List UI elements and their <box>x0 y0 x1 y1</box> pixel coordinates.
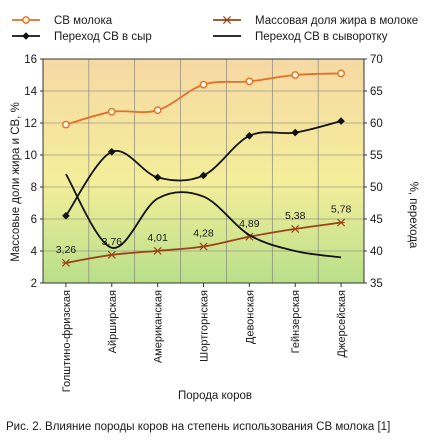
data-point-diamond <box>153 173 162 182</box>
y-right-tick-label: 45 <box>370 214 383 226</box>
legend-label: Массовая доля жира в молоке <box>255 15 418 27</box>
y-left-tick-label: 6 <box>31 214 37 226</box>
y-axis-left-label: Массовые доли жира и СВ, % <box>10 102 22 262</box>
data-point-circle <box>337 69 345 78</box>
data-label: 3,26 <box>56 244 77 256</box>
series-3 <box>65 173 342 259</box>
series-layer: 3,263,76 4,01 4,284,895,385,78 <box>56 69 352 267</box>
series-2 <box>62 117 345 220</box>
y-right-tick-label: 50 <box>370 182 383 194</box>
y-right-tick-label: 35 <box>370 278 383 290</box>
data-point-diamond <box>22 32 30 40</box>
data-label: 4,01 <box>147 232 168 244</box>
x-tick-label: Шортгорнская <box>199 290 211 362</box>
data-point-circle <box>107 107 116 116</box>
data-point-star <box>61 258 70 267</box>
data-point-diamond <box>245 132 254 140</box>
data-label: 4,89 <box>239 218 260 230</box>
legend-item-2: Переход СВ в сыр <box>12 31 152 43</box>
data-point-diamond <box>337 117 345 125</box>
y-right-tick-label: 40 <box>370 246 383 258</box>
y-left-tick-label: 12 <box>24 118 37 130</box>
legend-label: Переход СВ в сыр <box>54 31 152 43</box>
plot-background <box>43 59 364 283</box>
data-point-star <box>291 224 300 233</box>
data-label: 4,28 <box>193 228 214 240</box>
legend-label: Переход СВ в сыворотку <box>255 31 388 43</box>
data-point-star <box>199 242 208 251</box>
data-point-star <box>153 246 162 255</box>
x-tick-label: Американская <box>153 290 165 363</box>
series-0 <box>62 69 345 129</box>
data-point-star <box>222 15 232 25</box>
plot-area <box>43 59 364 283</box>
x-tick-label: Голштино-фризская <box>61 290 73 392</box>
data-point-star <box>107 250 116 259</box>
legend-item-3: Переход СВ в сыворотку <box>213 31 388 43</box>
legend: СВ молока Массовая доля жира в молоке Пере… <box>12 15 418 43</box>
series-1: 3,263,76 4,01 4,284,895,385,78 <box>56 204 352 267</box>
legend-item-1: Массовая доля жира в молоке <box>213 15 418 27</box>
data-point-circle <box>22 16 30 24</box>
data-point-circle <box>153 106 162 115</box>
data-point-circle <box>62 120 70 129</box>
y-axis-right-label: %, перехода <box>407 182 419 249</box>
axes: 2 4 6 8 10 12 14 16 35 40 45 50 55 60 65 70 Голштино-фри… <box>24 54 383 392</box>
data-label: 5,78 <box>331 204 352 216</box>
y-left-tick-label: 10 <box>24 150 37 162</box>
y-left-tick-label: 8 <box>31 182 37 194</box>
legend-item-0: СВ молока <box>12 15 113 27</box>
x-tick-label: Гейнзерская <box>290 290 302 353</box>
x-tick-label: Айрширская <box>107 290 119 353</box>
y-left-tick-label: 16 <box>24 54 37 66</box>
data-point-diamond <box>62 212 70 220</box>
data-point-circle <box>199 80 208 89</box>
data-point-star <box>337 218 346 227</box>
data-point-diamond <box>199 171 208 180</box>
data-point-diamond <box>291 128 300 137</box>
y-left-tick-label: 4 <box>31 246 38 258</box>
data-point-circle <box>245 77 254 86</box>
x-axis-label: Порода коров <box>178 390 252 402</box>
y-left-tick-label: 2 <box>31 278 37 290</box>
y-right-tick-label: 55 <box>370 150 383 162</box>
series-line <box>65 173 342 259</box>
y-right-tick-label: 65 <box>370 86 383 98</box>
y-right-tick-label: 60 <box>370 118 383 130</box>
data-point-circle <box>291 71 300 79</box>
x-tick-label: Джерсейская <box>336 290 348 357</box>
y-left-tick-label: 14 <box>24 86 37 98</box>
x-tick-label: Девонская <box>244 290 256 344</box>
data-label: 5,38 <box>285 210 306 222</box>
y-right-tick-label: 70 <box>370 54 383 66</box>
legend-label: СВ молока <box>54 15 113 27</box>
figure-caption: Рис. 2. Влияние породы коров на степень … <box>6 421 391 433</box>
data-point-diamond <box>107 148 116 156</box>
